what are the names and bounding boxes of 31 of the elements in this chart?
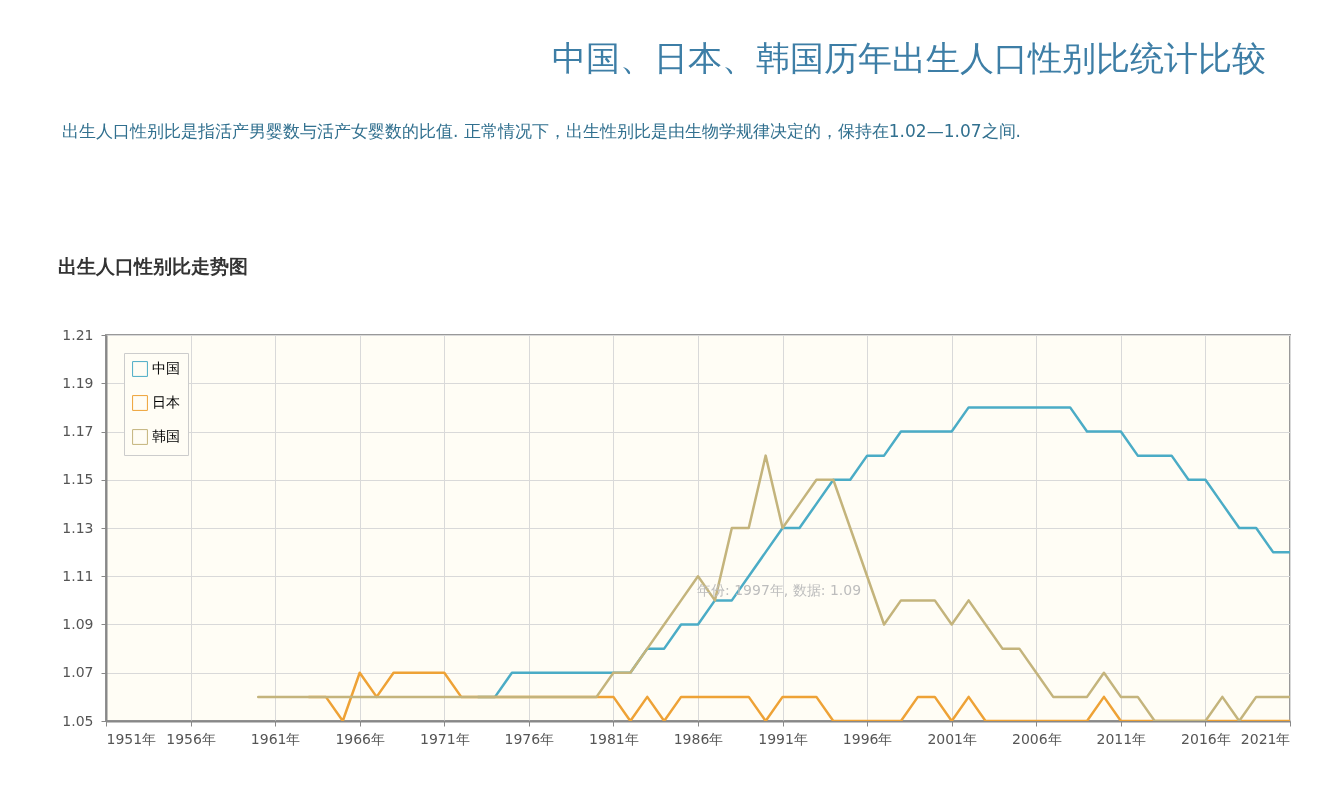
x-tick-label: 2001年	[927, 730, 978, 747]
x-tick-label: 1986年	[673, 730, 724, 747]
x-tick-label: 1976年	[504, 730, 555, 747]
y-tick-label: 1.07	[62, 664, 94, 681]
x-tick-label: 1966年	[335, 730, 386, 747]
line-series	[256, 454, 1290, 721]
chart-title: 中国、日本、韩国历年出生人口性别比统计比较	[552, 38, 1266, 78]
x-tick-label: 2011年	[1096, 730, 1147, 747]
y-tick-label: 1.05	[62, 712, 94, 729]
y-tick-label: 1.19	[62, 374, 94, 391]
chart-subtitle: 出生人口性别比是指活产男婴数与活产女婴数的比值. 正常情况下，出生性别比是由生物学规律决定的，保持在1.02—1.07之间.	[62, 121, 1021, 141]
x-tick-label: 2016年	[1181, 730, 1231, 747]
x-tick-label: 2006年	[1011, 730, 1062, 747]
text: 出生人口性别比走势图	[58, 255, 248, 277]
x-tick-label: 2021年	[1240, 730, 1291, 747]
x-tick-label: 1981年	[589, 730, 639, 747]
y-tick-label: 1.09	[62, 616, 94, 632]
x-tick-label: 1971年	[419, 730, 470, 747]
x-tick-label: 1956年	[166, 730, 216, 747]
y-tick-label: 1.17	[62, 423, 94, 439]
x-tick-label: 1991年	[758, 730, 808, 747]
y-tick-label: 1.13	[62, 519, 94, 536]
y-tick-label: 1.11	[62, 567, 94, 584]
y-tick-label: 1.15	[62, 471, 94, 488]
legend-label: 中国	[152, 360, 180, 376]
legend-label: 韩国	[152, 428, 180, 444]
x-tick-label: 1996年	[842, 730, 893, 747]
x-tick-label: 1951年	[106, 730, 157, 747]
x-tick-label: 1961年	[250, 730, 301, 747]
legend-label: 日本	[152, 394, 180, 410]
y-tick-label: 1.21	[62, 326, 94, 343]
